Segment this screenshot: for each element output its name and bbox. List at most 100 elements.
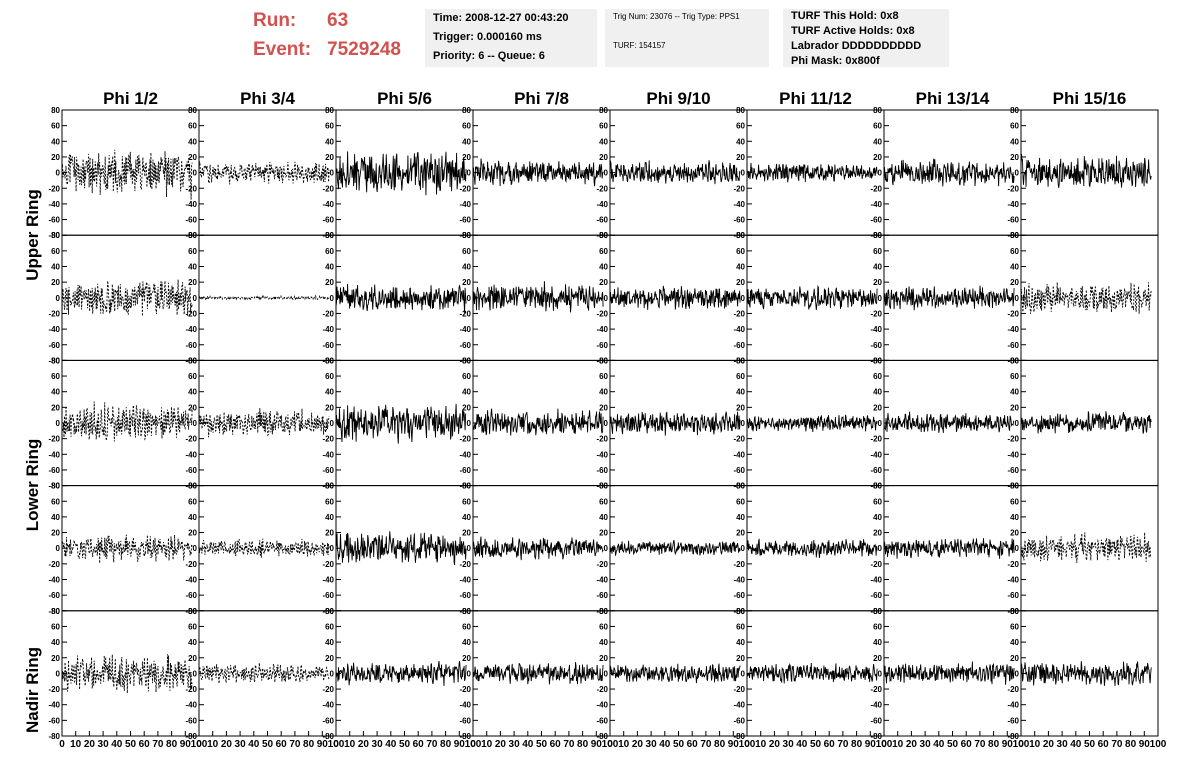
ytick-label-r5-c2-2: 40 bbox=[188, 638, 197, 647]
ytick-label-r1-c5-3: 20 bbox=[599, 153, 608, 162]
ytick-label-r1-c2-1: 60 bbox=[188, 122, 197, 131]
column-header-1: Phi 1/2 bbox=[103, 89, 158, 108]
ytick-label-r2-c4-1: 60 bbox=[462, 247, 471, 256]
ytick-label-r5-c1-8: -80 bbox=[48, 732, 60, 741]
ytick-label-r3-c8-4: 0 bbox=[1015, 419, 1020, 428]
ytick-label-r3-c8-7: -60 bbox=[1007, 466, 1019, 475]
ytick-label-r5-c5-2: 40 bbox=[599, 638, 608, 647]
waveform-r3-c5 bbox=[609, 411, 741, 436]
ytick-label-r1-c2-2: 40 bbox=[188, 137, 197, 146]
ytick-label-r1-c1-5: -20 bbox=[48, 184, 60, 193]
ytick-label-r4-c1-2: 40 bbox=[51, 513, 60, 522]
ytick-label-r1-c6-0: 80 bbox=[736, 106, 745, 115]
xtick-label-c4-7: 70 bbox=[563, 739, 575, 750]
waveform-r1-c8 bbox=[1020, 153, 1152, 188]
xtick-label-c1-10: 100 bbox=[191, 739, 208, 750]
ytick-label-r2-c7-1: 60 bbox=[873, 247, 882, 256]
ytick-label-r3-c4-4: 0 bbox=[467, 419, 472, 428]
ytick-label-r2-c8-0: 80 bbox=[1010, 231, 1019, 240]
ytick-label-r5-c4-3: 20 bbox=[462, 654, 471, 663]
ytick-label-r2-c4-0: 80 bbox=[462, 231, 471, 240]
ytick-label-r3-c7-4: 0 bbox=[878, 419, 883, 428]
xtick-label-c5-2: 20 bbox=[632, 739, 644, 750]
ytick-label-r5-c2-8: -80 bbox=[185, 732, 197, 741]
xtick-label-c6-1: 10 bbox=[755, 739, 767, 750]
ytick-label-r2-c5-0: 80 bbox=[599, 231, 608, 240]
ytick-label-r1-c4-8: -80 bbox=[459, 231, 471, 240]
trigger-text: Trigger: 0.000160 ms bbox=[433, 31, 542, 43]
ytick-label-r2-c4-2: 40 bbox=[462, 263, 471, 272]
ytick-label-r3-c5-3: 20 bbox=[599, 403, 608, 412]
waveform-r4-c7 bbox=[883, 538, 1015, 559]
ytick-label-r1-c8-4: 0 bbox=[1015, 169, 1020, 178]
ytick-label-r5-c5-0: 80 bbox=[599, 607, 608, 616]
xtick-label-c8-5: 50 bbox=[1084, 739, 1096, 750]
ytick-label-r1-c5-2: 40 bbox=[599, 137, 608, 146]
ytick-label-r5-c3-4: 0 bbox=[330, 669, 335, 678]
waveform-r1-c5 bbox=[609, 160, 741, 185]
time-info-box: Time: 2008-12-27 00:43:20 Trigger: 0.000… bbox=[425, 9, 597, 67]
ytick-label-r2-c6-1: 60 bbox=[736, 247, 745, 256]
xtick-label-c2-1: 10 bbox=[207, 739, 219, 750]
ytick-label-r1-c2-6: -40 bbox=[185, 200, 197, 209]
ytick-label-r2-c1-2: 40 bbox=[51, 263, 60, 272]
ytick-label-r5-c6-0: 80 bbox=[736, 607, 745, 616]
ytick-label-r5-c3-7: -60 bbox=[322, 716, 334, 725]
ytick-label-r1-c8-1: 60 bbox=[1010, 122, 1019, 131]
waveform-r5-c8 bbox=[1020, 661, 1152, 686]
ytick-label-r1-c3-8: -80 bbox=[322, 231, 334, 240]
ytick-label-r2-c1-0: 80 bbox=[51, 231, 60, 240]
ytick-label-r2-c7-6: -40 bbox=[870, 325, 882, 334]
column-header-5: Phi 9/10 bbox=[646, 89, 710, 108]
ytick-label-r2-c3-0: 80 bbox=[325, 231, 334, 240]
ytick-label-r1-c3-6: -40 bbox=[322, 200, 334, 209]
xtick-label-c8-1: 10 bbox=[1029, 739, 1041, 750]
ytick-label-r2-c3-7: -60 bbox=[322, 341, 334, 350]
priority-text: Priority: 6 -- Queue: 6 bbox=[433, 50, 545, 62]
time-text: Time: 2008-12-27 00:43:20 bbox=[433, 12, 569, 24]
ytick-label-r1-c1-2: 40 bbox=[51, 137, 60, 146]
ytick-label-r2-c5-5: -20 bbox=[596, 309, 608, 318]
ytick-label-r2-c5-7: -60 bbox=[596, 341, 608, 350]
xtick-label-c4-10: 100 bbox=[602, 739, 619, 750]
waveform-r2-c7 bbox=[883, 285, 1015, 311]
ytick-label-r3-c7-1: 60 bbox=[873, 372, 882, 381]
ytick-label-r5-c7-7: -60 bbox=[870, 716, 882, 725]
ytick-label-r3-c6-4: 0 bbox=[741, 419, 746, 428]
xtick-label-c8-8: 80 bbox=[1125, 739, 1137, 750]
xtick-label-c5-6: 60 bbox=[687, 739, 699, 750]
ytick-label-r4-c8-5: -20 bbox=[1007, 560, 1019, 569]
ytick-label-r4-c3-2: 40 bbox=[325, 513, 334, 522]
ytick-label-r3-c2-4: 0 bbox=[193, 419, 198, 428]
ytick-label-r1-c1-0: 80 bbox=[51, 106, 60, 115]
xtick-label-c6-9: 90 bbox=[865, 739, 877, 750]
xtick-label-c5-5: 50 bbox=[673, 739, 685, 750]
waveform-r1-c1 bbox=[61, 149, 193, 200]
ytick-label-r5-c8-6: -40 bbox=[1007, 701, 1019, 710]
ytick-label-r2-c8-5: -20 bbox=[1007, 309, 1019, 318]
waveform-r5-c6 bbox=[746, 662, 878, 684]
ytick-label-r4-c7-5: -20 bbox=[870, 560, 882, 569]
waveform-r2-c3 bbox=[335, 283, 467, 314]
xtick-label-c6-4: 40 bbox=[796, 739, 808, 750]
ytick-label-r4-c8-0: 80 bbox=[1010, 482, 1019, 491]
ytick-label-r5-c1-4: 0 bbox=[56, 669, 61, 678]
ytick-label-r2-c2-4: 0 bbox=[193, 294, 198, 303]
ytick-label-r1-c8-5: -20 bbox=[1007, 184, 1019, 193]
ytick-label-r4-c7-3: 20 bbox=[873, 529, 882, 538]
xtick-label-c1-7: 70 bbox=[152, 739, 164, 750]
xtick-label-c3-6: 60 bbox=[413, 739, 425, 750]
ytick-label-r2-c8-1: 60 bbox=[1010, 247, 1019, 256]
ytick-label-r3-c1-2: 40 bbox=[51, 388, 60, 397]
ytick-label-r3-c1-1: 60 bbox=[51, 372, 60, 381]
ytick-label-r2-c6-0: 80 bbox=[736, 231, 745, 240]
ytick-label-r2-c6-2: 40 bbox=[736, 263, 745, 272]
ytick-label-r2-c3-3: 20 bbox=[325, 278, 334, 287]
ytick-label-r4-c1-3: 20 bbox=[51, 529, 60, 538]
xtick-label-c5-8: 80 bbox=[714, 739, 726, 750]
ytick-label-r3-c6-5: -20 bbox=[733, 435, 745, 444]
ytick-label-r3-c6-7: -60 bbox=[733, 466, 745, 475]
ytick-label-r1-c7-4: 0 bbox=[878, 169, 883, 178]
waveform-r3-c3 bbox=[335, 403, 467, 444]
xtick-label-c1-4: 40 bbox=[111, 739, 123, 750]
